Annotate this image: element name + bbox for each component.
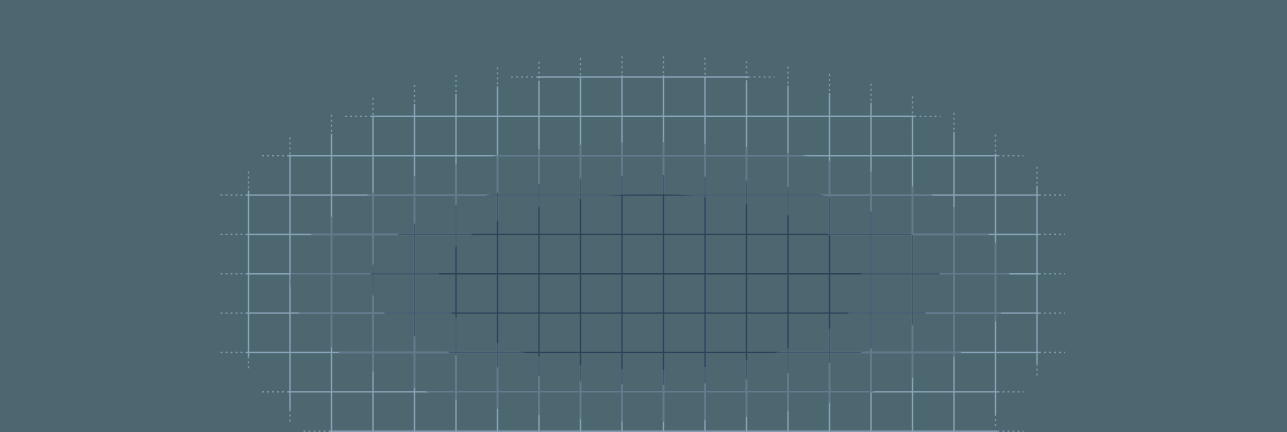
grid-layer-core-dark (438, 194, 862, 370)
grid-boundary-ticks (438, 194, 862, 370)
grid-lines-solid (246, 75, 1039, 432)
grid-boundary-ticks (370, 175, 940, 385)
grid-layer-deep (370, 175, 940, 385)
grid-boundary-ticks (220, 56, 1065, 432)
grid-lines-solid (290, 142, 1010, 422)
grid-lines-solid (438, 194, 862, 370)
grid-lines-solid (370, 175, 940, 385)
grid-boundary-ticks (290, 142, 1010, 422)
grid-layer-mid (290, 142, 1010, 422)
grid-layer-rim-light (220, 56, 1065, 432)
